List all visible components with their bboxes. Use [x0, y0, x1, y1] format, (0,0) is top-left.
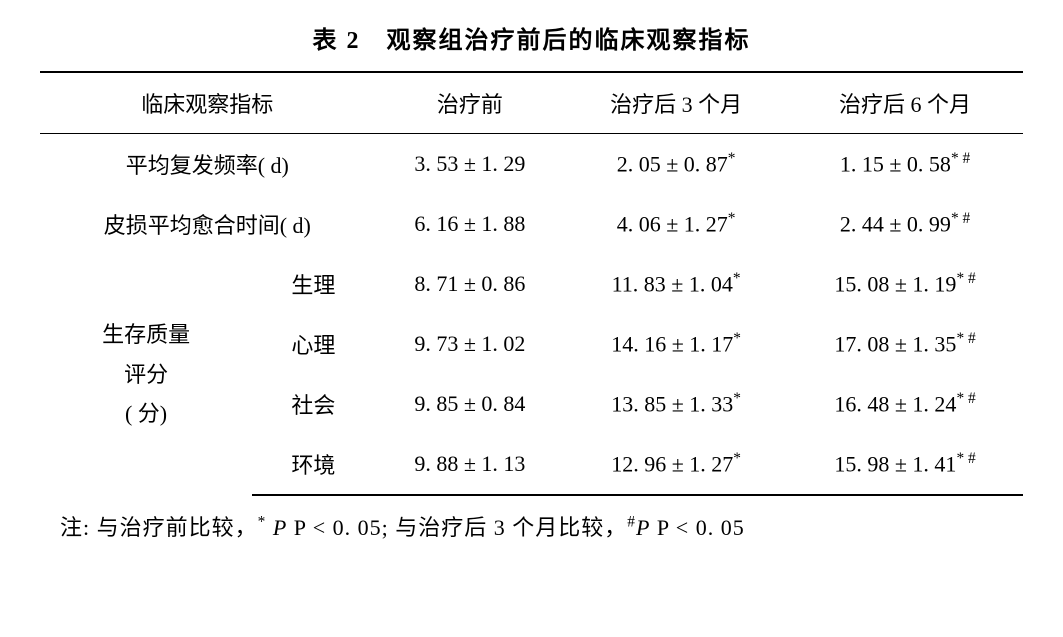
cell-value: 2. 44 ± 0. 99* # — [787, 194, 1023, 254]
row-label: 平均复发频率( d) — [40, 134, 375, 195]
clinical-table: 临床观察指标 治疗前 治疗后 3 个月 治疗后 6 个月 平均复发频率( d) … — [40, 71, 1023, 496]
cell-value: 9. 85 ± 0. 84 — [375, 374, 566, 434]
header-row: 临床观察指标 治疗前 治疗后 3 个月 治疗后 6 个月 — [40, 72, 1023, 134]
cell-value: 8. 71 ± 0. 86 — [375, 254, 566, 314]
cell-value: 12. 96 ± 1. 27* — [565, 434, 787, 495]
col-6month: 治疗后 6 个月 — [787, 72, 1023, 134]
cell-value: 11. 83 ± 1. 04* — [565, 254, 787, 314]
row-label: 皮损平均愈合时间( d) — [40, 194, 375, 254]
cell-value: 9. 88 ± 1. 13 — [375, 434, 566, 495]
cell-value: 17. 08 ± 1. 35* # — [787, 314, 1023, 374]
sub-label: 环境 — [252, 434, 374, 495]
cell-value: 15. 08 ± 1. 19* # — [787, 254, 1023, 314]
table-row: 皮损平均愈合时间( d) 6. 16 ± 1. 88 4. 06 ± 1. 27… — [40, 194, 1023, 254]
group-label: 生存质量 评分 ( 分) — [40, 254, 252, 495]
sub-label: 生理 — [252, 254, 374, 314]
cell-value: 2. 05 ± 0. 87* — [565, 134, 787, 195]
col-indicator: 临床观察指标 — [40, 72, 375, 134]
table-row: 生存质量 评分 ( 分) 生理 8. 71 ± 0. 86 11. 83 ± 1… — [40, 254, 1023, 314]
table-title: 表 2 观察组治疗前后的临床观察指标 — [40, 20, 1023, 55]
cell-value: 1. 15 ± 0. 58* # — [787, 134, 1023, 195]
col-3month: 治疗后 3 个月 — [565, 72, 787, 134]
cell-value: 16. 48 ± 1. 24* # — [787, 374, 1023, 434]
cell-value: 3. 53 ± 1. 29 — [375, 134, 566, 195]
cell-value: 13. 85 ± 1. 33* — [565, 374, 787, 434]
col-before: 治疗前 — [375, 72, 566, 134]
footnote: 注: 与治疗前比较，* P P < 0. 05; 与治疗后 3 个月比较，#P … — [40, 510, 1023, 542]
sub-label: 社会 — [252, 374, 374, 434]
cell-value: 6. 16 ± 1. 88 — [375, 194, 566, 254]
cell-value: 14. 16 ± 1. 17* — [565, 314, 787, 374]
cell-value: 9. 73 ± 1. 02 — [375, 314, 566, 374]
table-row: 平均复发频率( d) 3. 53 ± 1. 29 2. 05 ± 0. 87* … — [40, 134, 1023, 195]
cell-value: 4. 06 ± 1. 27* — [565, 194, 787, 254]
cell-value: 15. 98 ± 1. 41* # — [787, 434, 1023, 495]
sub-label: 心理 — [252, 314, 374, 374]
